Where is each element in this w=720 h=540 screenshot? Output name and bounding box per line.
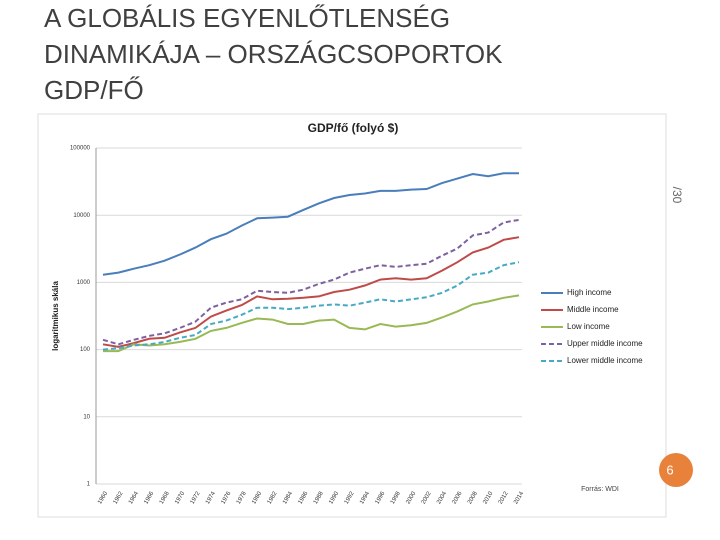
source: Forrás: WDI (581, 486, 619, 493)
series-line (102, 261, 520, 351)
page-number: 6 (666, 462, 673, 477)
y-axis-label: logaritmikus skála (51, 281, 60, 351)
legend-label: Low income (567, 322, 610, 331)
y-tick-label: 100 (80, 347, 91, 353)
side-label: /30 (670, 187, 684, 204)
slide-title-line: DINAMIKÁJA – ORSZÁGCSOPORTOK (44, 39, 503, 69)
series-line (103, 294, 520, 353)
y-tick-label: 10000 (73, 213, 90, 219)
y-tick-label: 10 (83, 414, 90, 420)
y-tick-label: 1000 (77, 280, 91, 286)
y-tick-label: 1 (87, 482, 91, 488)
slide-title-line: A GLOBÁLIS EGYENLŐTLENSÉG (44, 3, 450, 33)
page-badge (659, 453, 693, 487)
series-line (102, 236, 520, 348)
chart-title: GDP/fő (folyó $) (308, 121, 399, 135)
slide-title-line: GDP/FŐ (44, 75, 144, 105)
legend-label: Middle income (567, 305, 619, 314)
chart-frame (37, 113, 667, 518)
legend-label: Upper middle income (567, 339, 643, 348)
legend-label: Lower middle income (567, 356, 643, 365)
series-line (102, 172, 519, 276)
y-tick-label: 100000 (70, 146, 91, 152)
legend-label: High income (567, 288, 612, 297)
